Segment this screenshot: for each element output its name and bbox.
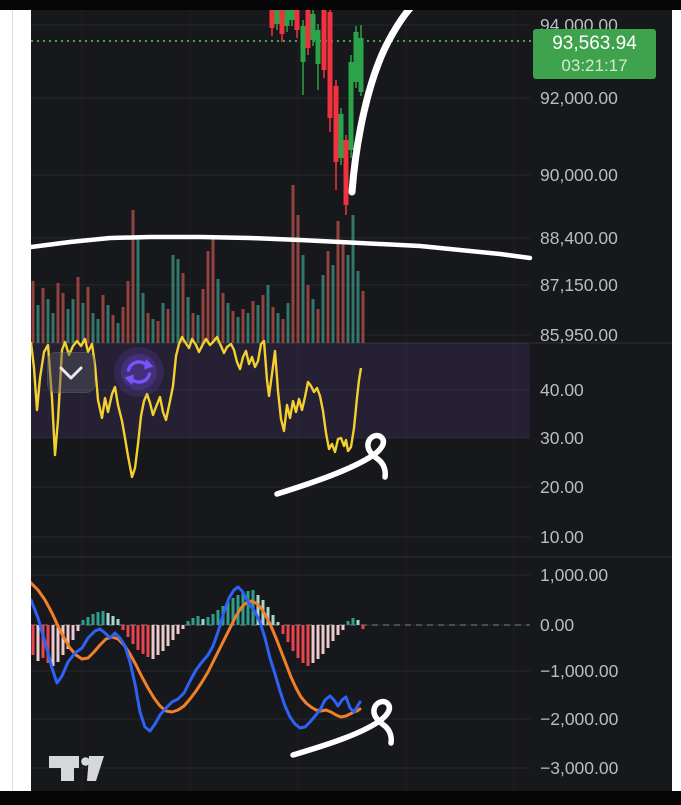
last-price-badge: 93,563.94 03:21:17	[533, 29, 656, 79]
sync-refresh-icon[interactable]	[111, 344, 167, 400]
tradingview-logo-glyph	[49, 756, 104, 781]
top-letterbox-bar	[0, 0, 681, 10]
last-price-value: 93,563.94	[552, 33, 637, 54]
chart-plot[interactable]	[31, 10, 672, 791]
collapse-indicator-button[interactable]	[47, 352, 95, 393]
tradingview-logo[interactable]	[46, 744, 108, 790]
chart-canvas[interactable]	[31, 10, 672, 791]
page-edge-divider	[12, 10, 13, 791]
refresh-arrows-icon	[114, 347, 164, 397]
bar-countdown-timer: 03:21:17	[561, 56, 628, 75]
bottom-letterbox-bar	[0, 791, 681, 805]
chevron-down-icon	[59, 366, 83, 379]
